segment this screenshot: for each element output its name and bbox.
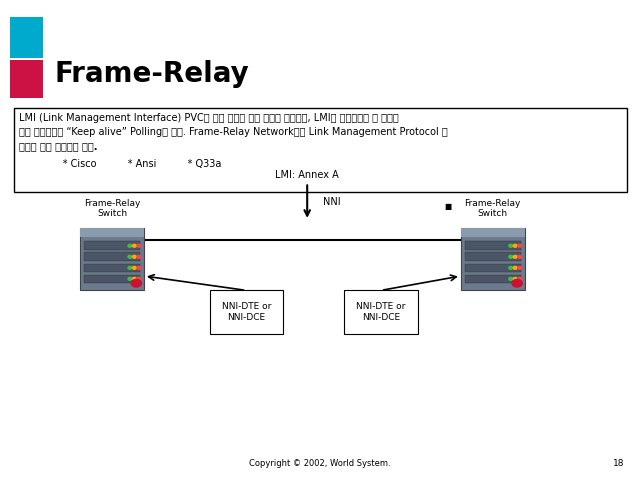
FancyBboxPatch shape [80, 228, 144, 290]
Text: * Cisco          * Ansi          * Q33a: * Cisco * Ansi * Q33a [19, 159, 221, 169]
Bar [10, 60, 43, 98]
Text: Copyright © 2002, World System.: Copyright © 2002, World System. [249, 459, 391, 468]
Circle shape [131, 279, 141, 287]
Text: ■: ■ [445, 202, 452, 211]
FancyBboxPatch shape [465, 275, 521, 283]
Circle shape [518, 255, 522, 258]
Text: 다음와 같이 세가지가 있다.: 다음와 같이 세가지가 있다. [19, 142, 98, 152]
Circle shape [128, 255, 132, 258]
Circle shape [509, 255, 513, 258]
Text: 18: 18 [612, 459, 624, 468]
Circle shape [137, 244, 141, 247]
Circle shape [137, 277, 141, 280]
Circle shape [132, 277, 136, 280]
FancyBboxPatch shape [84, 241, 140, 250]
Circle shape [509, 266, 513, 269]
FancyBboxPatch shape [461, 228, 525, 290]
Circle shape [128, 244, 132, 247]
FancyBboxPatch shape [80, 228, 144, 237]
Circle shape [137, 255, 141, 258]
Circle shape [132, 255, 136, 258]
FancyBboxPatch shape [465, 264, 521, 272]
Text: NNI-DTE or
NNI-DCE: NNI-DTE or NNI-DCE [221, 302, 271, 322]
FancyBboxPatch shape [461, 228, 525, 237]
Text: Frame-Relay
Switch: Frame-Relay Switch [84, 199, 140, 218]
Circle shape [509, 244, 513, 247]
Circle shape [518, 266, 522, 269]
Text: 크의 연결부위를 “Keep alive” Polling을 한다. Frame-Relay Network에서 Link Management Protoco: 크의 연결부위를 “Keep alive” Polling을 한다. Frame… [19, 127, 448, 137]
FancyBboxPatch shape [465, 241, 521, 250]
Circle shape [128, 266, 132, 269]
Circle shape [513, 277, 517, 280]
Text: LMI (Link Management Interface) PVC의 추가 삭제에 대한 정보를 제공하며, LMI는 주기적으로 각 네트워: LMI (Link Management Interface) PVC의 추가 … [19, 113, 399, 123]
FancyBboxPatch shape [84, 264, 140, 272]
FancyBboxPatch shape [84, 275, 140, 283]
Circle shape [518, 244, 522, 247]
Circle shape [512, 279, 522, 287]
Circle shape [513, 266, 517, 269]
Text: Frame-Relay: Frame-Relay [54, 60, 249, 88]
Bar [10, 17, 43, 58]
Circle shape [132, 244, 136, 247]
Circle shape [518, 277, 522, 280]
Text: NNI: NNI [323, 197, 341, 206]
Circle shape [132, 266, 136, 269]
FancyBboxPatch shape [210, 290, 283, 334]
FancyBboxPatch shape [344, 290, 417, 334]
Text: LMI: Annex A: LMI: Annex A [275, 170, 339, 180]
Text: NNI-DTE or
NNI-DCE: NNI-DTE or NNI-DCE [356, 302, 406, 322]
Circle shape [513, 244, 517, 247]
Circle shape [509, 277, 513, 280]
Circle shape [137, 266, 141, 269]
FancyBboxPatch shape [84, 252, 140, 261]
Text: Frame-Relay
Switch: Frame-Relay Switch [465, 199, 521, 218]
Circle shape [128, 277, 132, 280]
FancyBboxPatch shape [465, 252, 521, 261]
Circle shape [513, 255, 517, 258]
FancyBboxPatch shape [14, 108, 627, 192]
